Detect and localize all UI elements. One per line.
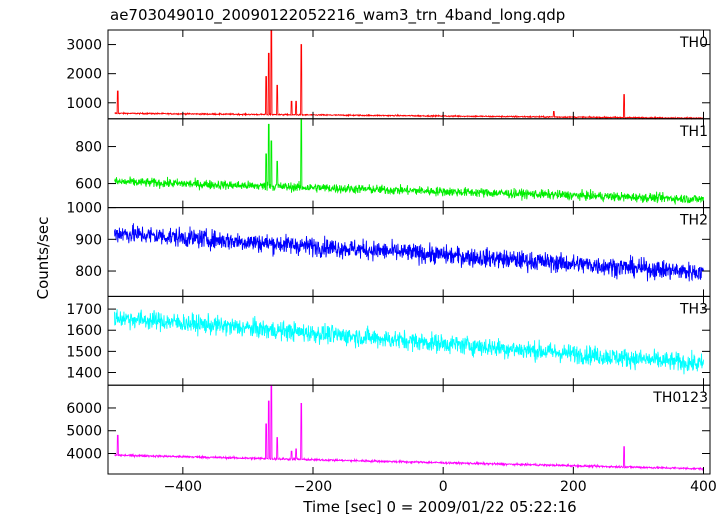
y-tick-label: 6000 — [66, 401, 102, 417]
y-tick-label: 1500 — [66, 344, 102, 360]
y-tick-label: 1600 — [66, 323, 102, 339]
series-line-th1 — [114, 118, 704, 205]
y-tick-label: 2000 — [66, 67, 102, 83]
y-tick-label: 4000 — [66, 447, 102, 463]
x-tick-label: −400 — [164, 479, 202, 495]
x-tick-label: 200 — [560, 479, 587, 495]
y-tick-label: 1000 — [66, 201, 102, 217]
panel-label-th3: TH3 — [679, 301, 708, 317]
chart-title: ae703049010_20090122052216_wam3_trn_4ban… — [110, 6, 565, 25]
x-tick-label: −200 — [294, 479, 332, 495]
x-axis-label: Time [sec] 0 = 2009/01/22 05:22:16 — [302, 498, 576, 516]
y-tick-label: 900 — [75, 232, 102, 248]
y-tick-label: 1400 — [66, 366, 102, 382]
series-line-th2 — [114, 223, 704, 282]
panel-frame-th0123 — [107, 384, 711, 475]
x-tick-label: 0 — [439, 479, 448, 495]
panel-label-th2: TH2 — [679, 213, 708, 229]
y-tick-label: 600 — [75, 177, 102, 193]
x-tick-label: 400 — [690, 479, 717, 495]
series-line-th0 — [114, 29, 704, 120]
panel-label-th0123: TH0123 — [652, 390, 708, 406]
panel-frame-th0 — [107, 29, 711, 120]
series-line-th3 — [114, 309, 704, 375]
y-tick-label: 800 — [75, 264, 102, 280]
panel-label-th1: TH1 — [679, 124, 708, 140]
y-tick-label: 5000 — [66, 424, 102, 440]
y-tick-label: 1700 — [66, 302, 102, 318]
y-tick-label: 3000 — [66, 38, 102, 54]
panel-frame-th1 — [107, 118, 711, 209]
series-line-th0123 — [114, 384, 704, 472]
panel-label-th0: TH0 — [679, 35, 708, 51]
y-tick-label: 1000 — [66, 96, 102, 112]
y-axis-label: Counts/sec — [34, 217, 52, 300]
y-tick-label: 800 — [75, 140, 102, 156]
